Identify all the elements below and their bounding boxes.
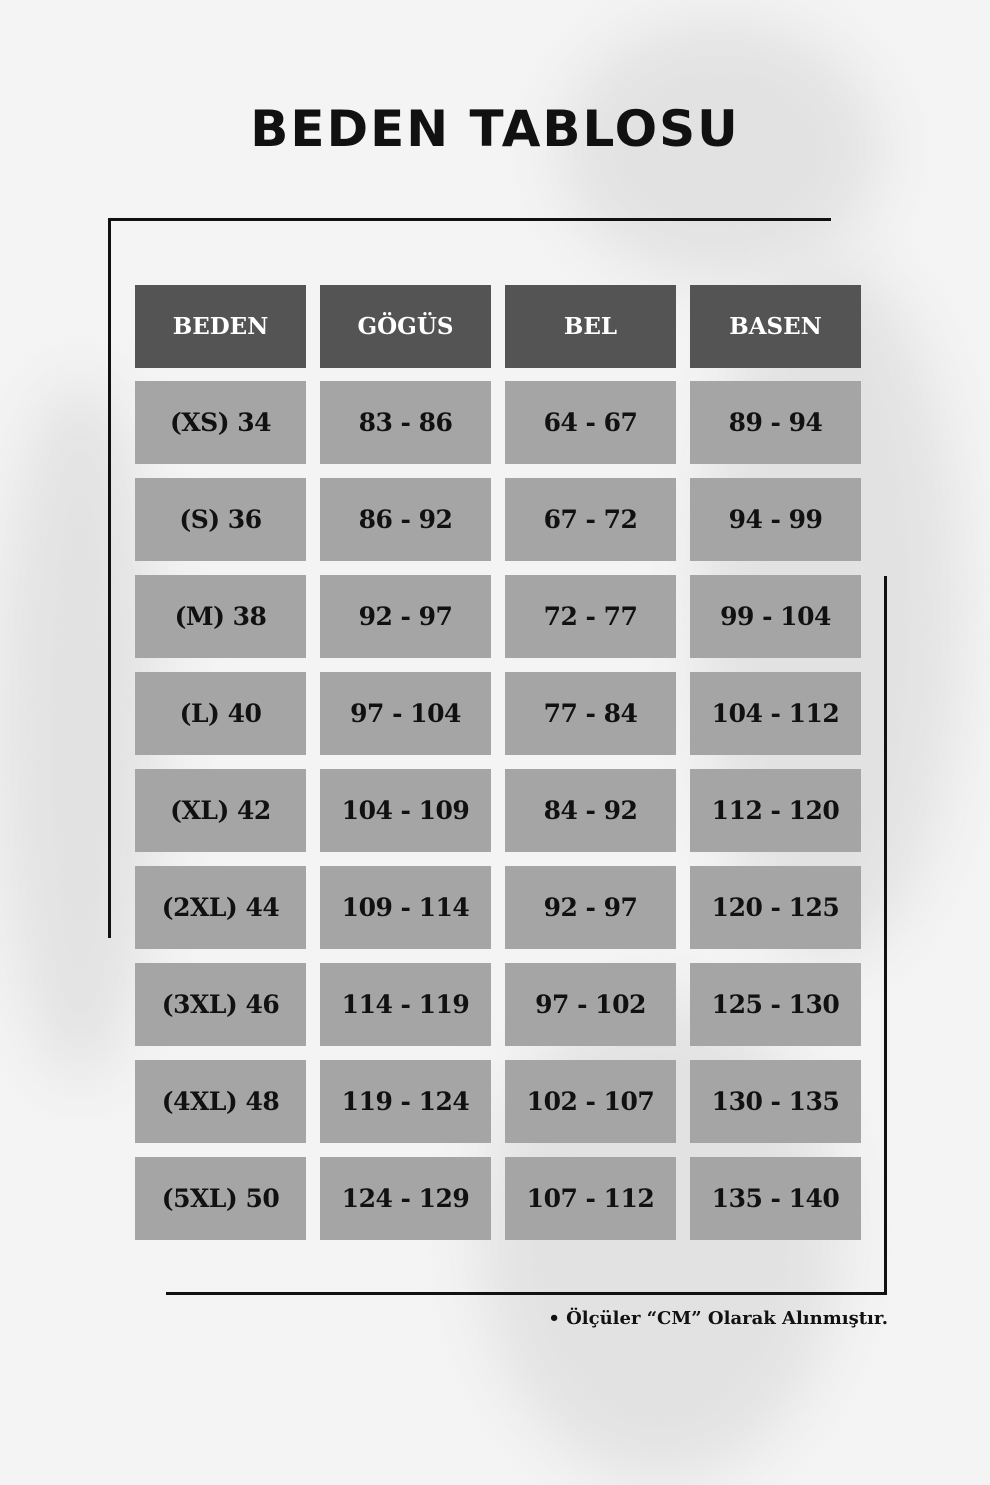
- cell-hip: 94 - 99: [690, 478, 861, 561]
- cell-chest: 104 - 109: [320, 769, 491, 852]
- header-size: BEDEN: [135, 285, 306, 368]
- cell-waist: 102 - 107: [505, 1060, 676, 1143]
- cell-chest: 114 - 119: [320, 963, 491, 1046]
- cell-size: (4XL) 48: [135, 1060, 306, 1143]
- cell-waist: 84 - 92: [505, 769, 676, 852]
- cell-chest: 119 - 124: [320, 1060, 491, 1143]
- cell-size: (XS) 34: [135, 381, 306, 464]
- cell-chest: 86 - 92: [320, 478, 491, 561]
- cell-size: (3XL) 46: [135, 963, 306, 1046]
- background-silhouette: [560, 20, 880, 280]
- cell-chest: 83 - 86: [320, 381, 491, 464]
- cell-hip: 135 - 140: [690, 1157, 861, 1240]
- cell-waist: 72 - 77: [505, 575, 676, 658]
- header-waist: BEL: [505, 285, 676, 368]
- measurement-note: • Ölçüler “CM” Olarak Alınmıştır.: [548, 1308, 888, 1329]
- cell-chest: 109 - 114: [320, 866, 491, 949]
- cell-chest: 92 - 97: [320, 575, 491, 658]
- cell-waist: 92 - 97: [505, 866, 676, 949]
- cell-size: (M) 38: [135, 575, 306, 658]
- cell-size: (S) 36: [135, 478, 306, 561]
- frame-line-right: [884, 576, 887, 1295]
- cell-waist: 64 - 67: [505, 381, 676, 464]
- frame-line-left: [108, 218, 111, 938]
- cell-hip: 130 - 135: [690, 1060, 861, 1143]
- cell-hip: 125 - 130: [690, 963, 861, 1046]
- cell-waist: 67 - 72: [505, 478, 676, 561]
- frame-line-top: [110, 218, 831, 221]
- cell-hip: 112 - 120: [690, 769, 861, 852]
- header-hip: BASEN: [690, 285, 861, 368]
- cell-size: (L) 40: [135, 672, 306, 755]
- cell-chest: 124 - 129: [320, 1157, 491, 1240]
- cell-hip: 104 - 112: [690, 672, 861, 755]
- cell-size: (XL) 42: [135, 769, 306, 852]
- frame-line-bottom: [166, 1292, 887, 1295]
- cell-waist: 97 - 102: [505, 963, 676, 1046]
- cell-chest: 97 - 104: [320, 672, 491, 755]
- cell-size: (2XL) 44: [135, 866, 306, 949]
- cell-hip: 120 - 125: [690, 866, 861, 949]
- cell-waist: 107 - 112: [505, 1157, 676, 1240]
- cell-waist: 77 - 84: [505, 672, 676, 755]
- cell-hip: 99 - 104: [690, 575, 861, 658]
- cell-hip: 89 - 94: [690, 381, 861, 464]
- header-chest: GÖGÜS: [320, 285, 491, 368]
- cell-size: (5XL) 50: [135, 1157, 306, 1240]
- page-title: BEDEN TABLOSU: [250, 100, 740, 158]
- background-silhouette: [0, 380, 160, 1080]
